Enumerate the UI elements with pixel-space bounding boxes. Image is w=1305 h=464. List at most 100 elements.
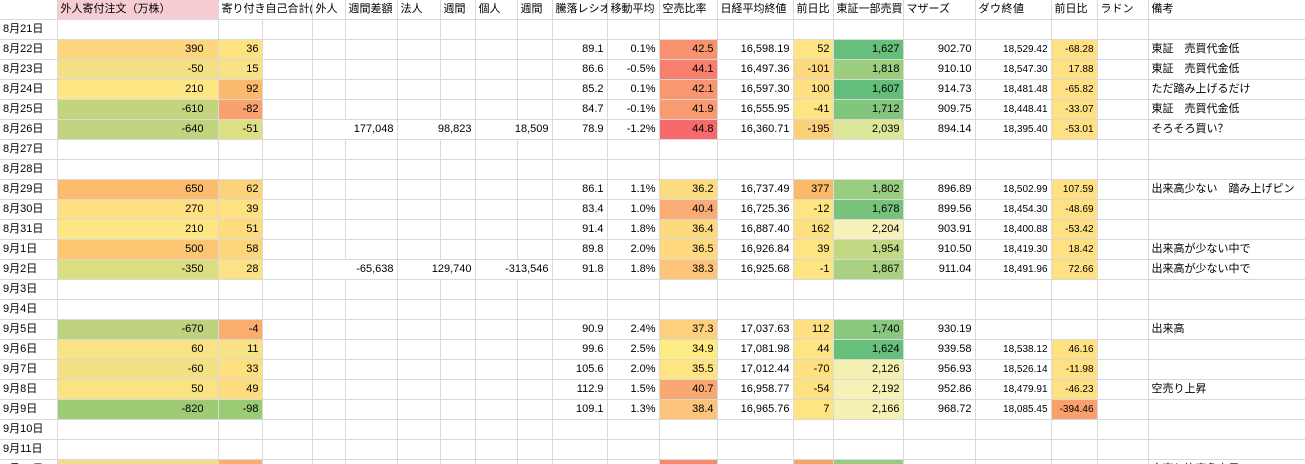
dow-prev-day-change-cell[interactable]: -394.46 [1051, 399, 1098, 420]
remarks-cell[interactable] [1148, 199, 1305, 220]
weekly-2-cell[interactable] [517, 159, 553, 180]
weekly-diff-cell[interactable] [345, 299, 398, 320]
corporations-cell[interactable] [397, 319, 441, 340]
tse-first-volume-cell[interactable]: 2,126 [833, 359, 904, 380]
dow-close-cell[interactable] [975, 159, 1052, 180]
tse-first-volume-cell[interactable] [833, 139, 904, 160]
moving-average-cell[interactable] [607, 19, 660, 40]
nikkei-close-cell[interactable]: 16,958.77 [717, 379, 794, 400]
mothers-cell[interactable]: 952.86 [903, 379, 976, 400]
dow-close-cell[interactable]: 18,538.12 [975, 339, 1052, 360]
remarks-cell[interactable] [1148, 439, 1305, 460]
prev-day-change-cell[interactable] [793, 439, 834, 460]
short-sell-ratio-cell[interactable]: 38.3 [659, 259, 718, 280]
prev-day-change-cell[interactable] [793, 139, 834, 160]
mothers-cell[interactable] [903, 139, 976, 160]
moving-average-cell[interactable] [607, 279, 660, 300]
tse-first-volume-cell[interactable] [833, 279, 904, 300]
mothers-cell[interactable]: 894.14 [903, 119, 976, 140]
weekly-2-cell[interactable] [517, 379, 553, 400]
individuals-cell[interactable] [475, 179, 518, 200]
mothers-cell[interactable]: 939.58 [903, 339, 976, 360]
foreigners-cell[interactable] [312, 239, 346, 260]
foreigners-cell[interactable] [312, 299, 346, 320]
radon-cell[interactable] [1097, 219, 1149, 240]
radon-cell[interactable] [1097, 359, 1149, 380]
updown-ratio-cell[interactable]: 105.7 [552, 459, 608, 464]
radon-cell[interactable] [1097, 119, 1149, 140]
dow-prev-day-change-cell[interactable]: 46.16 [1051, 339, 1098, 360]
individuals-cell[interactable] [475, 79, 518, 100]
dow-prev-day-change-cell[interactable] [1051, 139, 1098, 160]
remarks-cell[interactable]: 出来高が少ない中で [1148, 239, 1305, 260]
opening-self-spacer-cell[interactable] [262, 99, 313, 120]
updown-ratio-cell[interactable]: 112.9 [552, 379, 608, 400]
radon-cell[interactable] [1097, 299, 1149, 320]
radon-cell[interactable] [1097, 279, 1149, 300]
prev-day-change-cell[interactable] [793, 419, 834, 440]
nikkei-close-cell[interactable]: 16,737.49 [717, 179, 794, 200]
corporations-cell[interactable] [397, 279, 441, 300]
updown-ratio-cell[interactable]: 105.6 [552, 359, 608, 380]
dow-prev-day-change-cell[interactable] [1051, 439, 1098, 460]
opening-self-cell[interactable]: 62 [218, 179, 263, 200]
nikkei-close-cell[interactable]: 16,965.76 [717, 399, 794, 420]
corporations-cell[interactable] [397, 219, 441, 240]
individuals-cell[interactable] [475, 59, 518, 80]
date-cell[interactable]: 8月24日 [0, 79, 58, 100]
corporations-cell[interactable] [397, 99, 441, 120]
tse-first-volume-cell[interactable]: 2,039 [833, 119, 904, 140]
short-sell-ratio-cell[interactable]: 43.3 [659, 459, 718, 464]
radon-cell[interactable] [1097, 99, 1149, 120]
radon-cell[interactable] [1097, 179, 1149, 200]
opening-self-cell[interactable] [218, 299, 263, 320]
weekly-1-cell[interactable] [440, 239, 476, 260]
weekly-1-cell[interactable] [440, 439, 476, 460]
mothers-cell[interactable] [903, 299, 976, 320]
foreigners-cell[interactable] [312, 339, 346, 360]
foreign-orders-cell[interactable] [57, 279, 219, 300]
remarks-cell[interactable] [1148, 419, 1305, 440]
weekly-2-cell[interactable] [517, 439, 553, 460]
weekly-diff-cell[interactable] [345, 399, 398, 420]
corporations-cell[interactable] [397, 159, 441, 180]
date-cell[interactable]: 9月4日 [0, 299, 58, 320]
weekly-diff-cell[interactable] [345, 359, 398, 380]
mothers-cell[interactable]: 902.70 [903, 39, 976, 60]
prev-day-change-cell[interactable]: -54 [793, 379, 834, 400]
weekly-1-cell[interactable] [440, 59, 476, 80]
mothers-cell[interactable]: 909.75 [903, 99, 976, 120]
dow-close-cell[interactable] [975, 299, 1052, 320]
opening-self-spacer-cell[interactable] [262, 399, 313, 420]
opening-self-spacer-cell[interactable] [262, 239, 313, 260]
remarks-cell[interactable]: そろそろ買い？ [1148, 119, 1305, 140]
opening-self-spacer-cell[interactable] [262, 299, 313, 320]
prev-day-change-cell[interactable]: -41 [793, 99, 834, 120]
dow-close-cell[interactable]: 18,502.99 [975, 179, 1052, 200]
weekly-1-cell[interactable] [440, 379, 476, 400]
opening-self-spacer-cell[interactable] [262, 279, 313, 300]
foreigners-cell[interactable] [312, 99, 346, 120]
opening-self-spacer-cell[interactable] [262, 219, 313, 240]
col-header-tse-first-volume[interactable]: 東証一部売買 [833, 0, 904, 20]
col-header-remarks[interactable]: 備考 [1148, 0, 1305, 20]
prev-day-change-cell[interactable]: -101 [793, 59, 834, 80]
short-sell-ratio-cell[interactable]: 36.4 [659, 219, 718, 240]
weekly-diff-cell[interactable] [345, 319, 398, 340]
mothers-cell[interactable]: 910.50 [903, 239, 976, 260]
tse-first-volume-cell[interactable] [833, 439, 904, 460]
updown-ratio-cell[interactable]: 90.9 [552, 319, 608, 340]
individuals-cell[interactable] [475, 219, 518, 240]
date-cell[interactable]: 9月3日 [0, 279, 58, 300]
foreign-orders-cell[interactable] [57, 139, 219, 160]
date-cell[interactable]: 8月21日 [0, 19, 58, 40]
nikkei-close-cell[interactable]: 16,360.71 [717, 119, 794, 140]
date-cell[interactable]: 8月29日 [0, 179, 58, 200]
weekly-1-cell[interactable] [440, 99, 476, 120]
prev-day-change-cell[interactable] [793, 299, 834, 320]
radon-cell[interactable] [1097, 199, 1149, 220]
opening-self-cell[interactable]: -51 [218, 119, 263, 140]
weekly-diff-cell[interactable] [345, 239, 398, 260]
weekly-diff-cell[interactable] [345, 199, 398, 220]
dow-close-cell[interactable]: 18,491.96 [975, 259, 1052, 280]
